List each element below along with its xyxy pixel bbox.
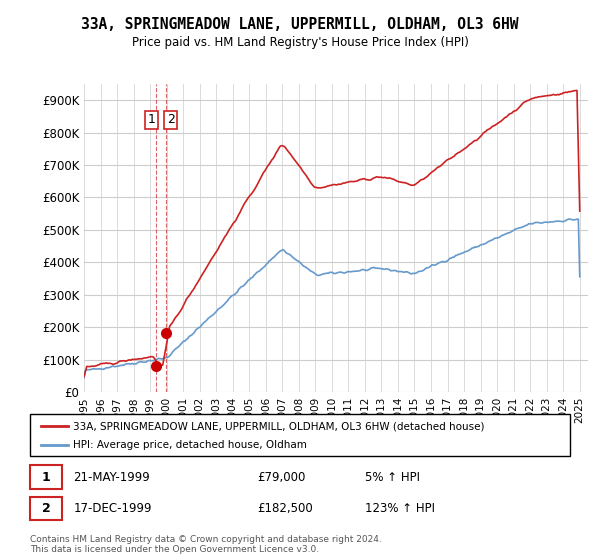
Text: 2: 2	[167, 113, 175, 126]
FancyBboxPatch shape	[30, 497, 62, 520]
Text: 33A, SPRINGMEADOW LANE, UPPERMILL, OLDHAM, OL3 6HW (detached house): 33A, SPRINGMEADOW LANE, UPPERMILL, OLDHA…	[73, 421, 485, 431]
Text: £79,000: £79,000	[257, 471, 305, 484]
Text: £182,500: £182,500	[257, 502, 313, 515]
Text: 1: 1	[148, 113, 155, 126]
Text: HPI: Average price, detached house, Oldham: HPI: Average price, detached house, Oldh…	[73, 440, 307, 450]
Text: 123% ↑ HPI: 123% ↑ HPI	[365, 502, 435, 515]
Text: 33A, SPRINGMEADOW LANE, UPPERMILL, OLDHAM, OL3 6HW: 33A, SPRINGMEADOW LANE, UPPERMILL, OLDHA…	[81, 17, 519, 32]
Text: 2: 2	[42, 502, 50, 515]
Text: 5% ↑ HPI: 5% ↑ HPI	[365, 471, 420, 484]
Text: 21-MAY-1999: 21-MAY-1999	[73, 471, 150, 484]
Text: Price paid vs. HM Land Registry's House Price Index (HPI): Price paid vs. HM Land Registry's House …	[131, 36, 469, 49]
Text: Contains HM Land Registry data © Crown copyright and database right 2024.
This d: Contains HM Land Registry data © Crown c…	[30, 535, 382, 554]
Text: 1: 1	[42, 471, 50, 484]
FancyBboxPatch shape	[30, 465, 62, 489]
FancyBboxPatch shape	[30, 414, 570, 456]
Text: 17-DEC-1999: 17-DEC-1999	[73, 502, 152, 515]
